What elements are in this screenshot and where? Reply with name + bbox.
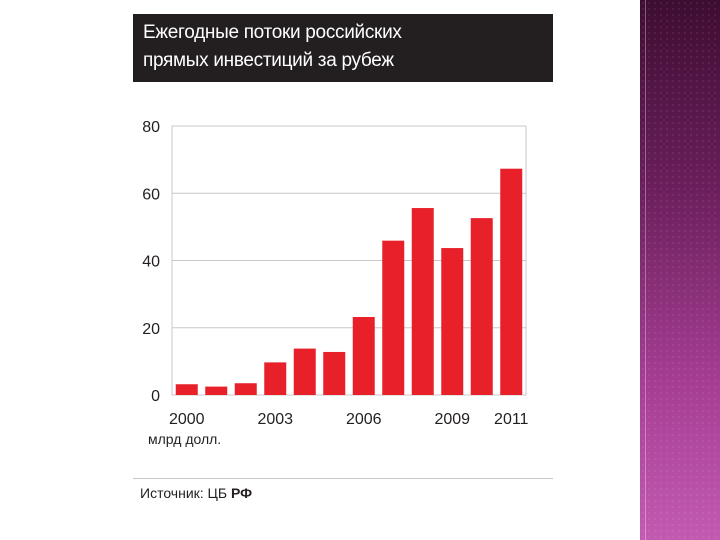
- bar-2008: [411, 208, 434, 395]
- x-tick-label: 2009: [434, 411, 470, 428]
- bar-2004: [293, 348, 316, 395]
- source-note: Источник: ЦБ РФ: [140, 485, 252, 501]
- y-tick-label: 20: [142, 321, 160, 338]
- bar-2009: [441, 248, 464, 395]
- source-emphasis: РФ: [230, 485, 253, 501]
- bar-2011: [500, 168, 523, 395]
- bar-chart: 0 20 40 60 80 2000 2003 2006 2009 2011: [142, 119, 529, 428]
- y-tick-label: 80: [142, 119, 160, 136]
- chart-title-line-2: прямых инвестиций за рубеж: [143, 50, 394, 71]
- bar-2005: [323, 351, 346, 395]
- unit-label: млрд долл.: [148, 431, 222, 447]
- decorative-side-panel: [640, 0, 720, 540]
- bar-2000: [175, 384, 198, 395]
- bar-2003: [264, 362, 287, 395]
- y-tick-label: 60: [142, 186, 160, 203]
- x-tick-label: 2011: [494, 411, 529, 428]
- bar-2007: [382, 240, 405, 395]
- x-tick-label: 2006: [346, 411, 382, 428]
- side-panel-divider: [645, 0, 646, 540]
- x-tick-label: 2000: [169, 411, 205, 428]
- source-prefix: Источник: ЦБ: [140, 485, 228, 501]
- bar-2002: [234, 383, 257, 395]
- chart-title-box: Ежегодные потоки российских прямых инвес…: [133, 14, 553, 82]
- bar-2010: [470, 218, 493, 395]
- y-tick-label: 40: [142, 254, 160, 271]
- source-divider: [133, 478, 553, 479]
- chart-title-line-1: Ежегодные потоки российских: [143, 22, 402, 43]
- x-tick-label: 2003: [257, 411, 293, 428]
- bar-2001: [205, 386, 228, 395]
- bar-2006: [352, 316, 375, 395]
- slide: Ежегодные потоки российских прямых инвес…: [133, 14, 553, 501]
- y-tick-label: 0: [151, 388, 160, 405]
